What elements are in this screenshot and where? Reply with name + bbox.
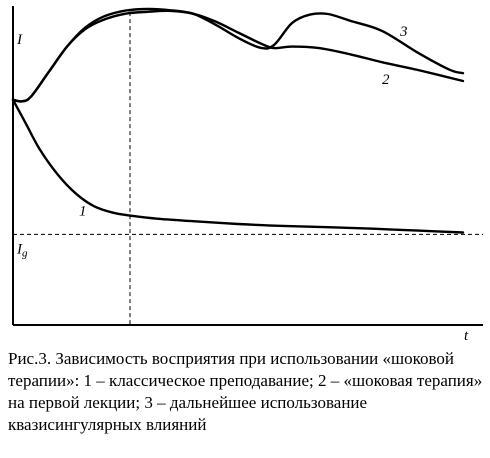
series-3-label: 3: [399, 24, 408, 40]
chart-guides: [13, 12, 483, 325]
series-1-line: [11, 98, 465, 234]
series-3-line: [11, 7, 465, 103]
y-axis-label: I: [16, 32, 23, 48]
chart-curves: [11, 7, 465, 234]
series-2-line: [11, 9, 465, 103]
chart-axes: [12, 6, 483, 326]
chart-plot: It Ig 1 2 3: [11, 6, 483, 340]
x-axis-label: t: [464, 328, 469, 340]
series-1-label: 1: [79, 203, 87, 219]
chart-labels: It Ig 1 2 3: [16, 24, 469, 340]
figure-caption: Рис.3. Зависимость восприятия при исполь…: [8, 349, 483, 434]
series-2-label: 2: [382, 72, 390, 88]
threshold-label: Ig: [16, 241, 28, 259]
